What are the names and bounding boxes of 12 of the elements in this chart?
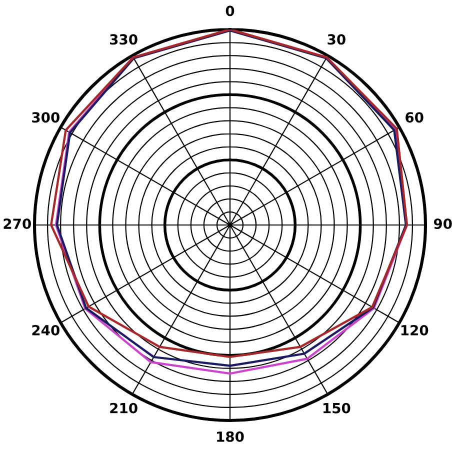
spoke-label: 270 xyxy=(4,218,31,230)
spoke-label: 180 xyxy=(217,431,244,442)
spoke-label: 0 xyxy=(226,6,234,16)
spoke-label: 90 xyxy=(434,218,452,230)
spoke-label: 60 xyxy=(406,112,424,123)
spoke-label: 150 xyxy=(324,402,350,414)
spoke-label: 240 xyxy=(32,324,60,336)
spoke-label: 210 xyxy=(110,402,138,414)
spoke-label: 120 xyxy=(401,324,428,336)
spoke-label: 300 xyxy=(32,112,60,123)
spoke-label: 30 xyxy=(328,34,346,45)
spoke-label: 330 xyxy=(110,34,138,45)
